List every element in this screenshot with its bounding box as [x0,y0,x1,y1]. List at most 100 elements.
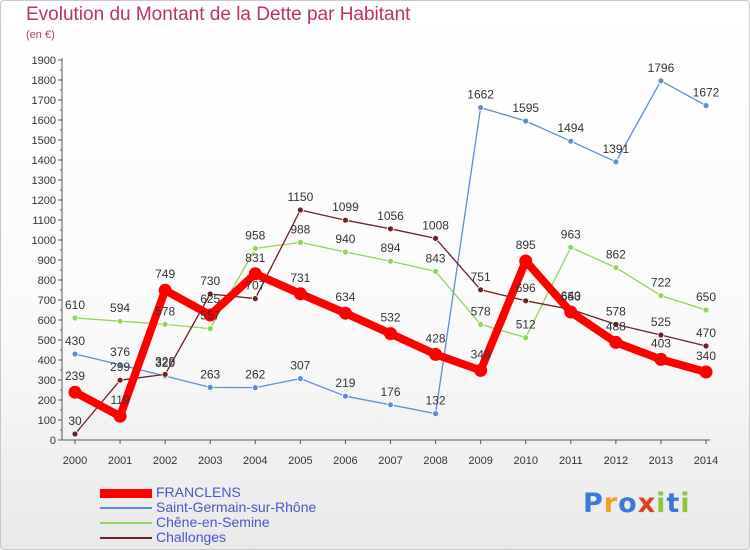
data-label: 1150 [287,190,313,204]
data-label: 176 [380,385,400,399]
series-point [206,290,214,298]
data-label: 988 [290,222,310,236]
series-point [293,287,307,301]
series-point [477,286,485,294]
data-label: 634 [335,290,355,304]
series-point [206,325,214,333]
y-tick-label: 1800 [32,75,56,87]
y-tick-label: 1300 [32,175,56,187]
data-label: 1796 [648,61,675,75]
series-point [702,306,710,314]
x-tick-label: 2010 [513,455,537,467]
logo-letter: r [603,488,619,519]
data-label: 894 [380,241,400,255]
series-point [567,137,575,145]
series-point [387,257,394,265]
chart-data-labels: 430 376 320 263 262 307 219 176 132 1662 1595 1494 1… [65,61,720,428]
series-point [116,317,124,325]
series-point [657,331,665,339]
x-tick-label: 2003 [198,455,222,467]
x-tick-label: 2005 [288,455,312,467]
series-point [71,314,79,322]
series-point [387,401,394,409]
x-tick-label: 2002 [153,455,177,467]
logo-letter: P [583,488,604,519]
y-tick-label: 1400 [32,155,56,167]
data-label: 895 [516,238,536,252]
data-label: 578 [155,304,175,318]
series-point [116,376,124,384]
series-point [161,320,169,328]
series-point [654,352,668,366]
series-point [432,410,439,418]
data-label: 1391 [603,142,630,156]
series-point [612,158,620,166]
data-label: 262 [245,368,265,382]
logo-letter: i [680,488,691,519]
y-tick-label: 1600 [32,115,56,127]
series-point [522,117,530,125]
series-point [657,77,665,85]
y-tick-label: 800 [38,275,56,287]
y-tick-label: 1500 [32,135,56,147]
legend-swatch [100,522,152,524]
series-point [251,384,259,392]
legend-item: Saint-Germain-sur-Rhône [100,499,400,515]
y-tick-label: 300 [38,375,56,387]
x-tick-label: 2000 [63,455,87,467]
data-label: 578 [471,304,491,318]
legend-swatch [100,507,152,509]
series-point [384,327,397,341]
y-tick-label: 1700 [32,95,56,107]
series-point [296,206,304,214]
data-label: 299 [110,360,130,374]
x-tick-label: 2007 [378,455,402,467]
series-point [206,383,214,391]
data-label: 1494 [557,121,584,135]
data-label: 320 [155,356,175,370]
series-point [116,361,124,369]
chart-series [68,77,713,438]
data-label: 132 [426,394,446,408]
series-point [158,283,172,297]
y-tick-label: 400 [38,355,56,367]
y-tick-label: 700 [38,295,56,307]
x-tick-label: 2004 [243,455,267,467]
data-label: 30 [68,414,82,428]
legend-label: Saint-Germain-sur-Rhône [156,499,317,515]
data-label: 650 [696,290,716,304]
series-point [71,350,79,358]
series-point [429,347,443,361]
series-point [657,292,665,300]
legend-label: Chêne-en-Semine [156,514,270,530]
data-label: 119 [111,393,130,407]
series-point [474,363,488,377]
x-tick-label: 2009 [468,455,492,467]
chart-axes: 0 100 200 300 400 500 600 700 800 900 1000 1100 1200… [32,55,719,467]
y-tick-label: 0 [50,435,56,447]
x-tick-label: 2014 [694,455,718,467]
series-point [702,342,710,350]
data-label: 1099 [332,200,359,214]
legend-label: FRANCLENS [156,484,241,500]
series-point [522,297,530,305]
data-label: 525 [651,315,671,329]
data-label: 428 [426,331,446,345]
data-label: 430 [65,334,85,348]
y-tick-label: 200 [38,395,56,407]
series-point [477,104,485,111]
y-tick-label: 1900 [32,55,56,67]
series-point [296,375,304,383]
data-label: 376 [110,345,130,359]
data-label: 532 [380,311,400,325]
legend-swatch [100,537,152,539]
legend-swatch [100,488,152,498]
series-point [567,243,575,251]
series-point [609,335,623,349]
series-point [387,225,394,233]
data-label: 730 [200,274,220,288]
data-label: 557 [200,309,220,323]
legend-label: Challonges [156,529,227,545]
data-label: 470 [696,326,716,340]
